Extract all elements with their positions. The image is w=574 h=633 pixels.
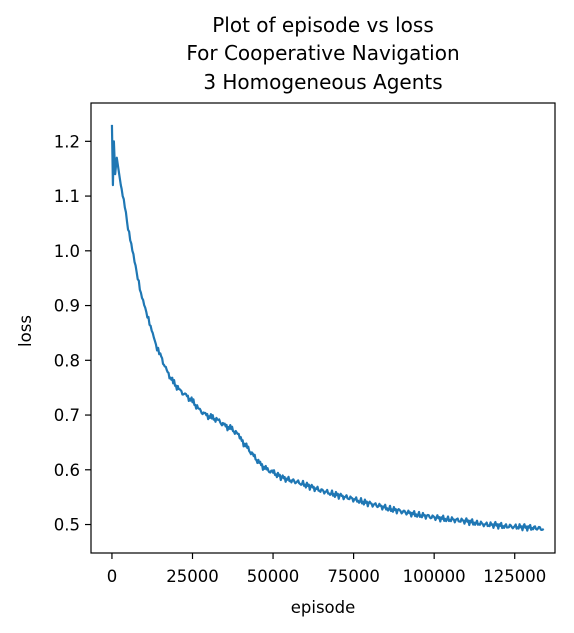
loss-series-line (110, 124, 545, 532)
chart-title-line-2: For Cooperative Navigation (186, 41, 459, 65)
y-tick-label: 1.0 (54, 242, 80, 261)
x-tick-label: 75000 (327, 567, 380, 586)
x-axis-label: episode (291, 598, 356, 617)
x-tick-label: 25000 (166, 567, 219, 586)
y-tick-label: 0.9 (54, 297, 80, 316)
x-tick-label: 50000 (247, 567, 300, 586)
y-tick-label: 0.8 (54, 351, 80, 370)
y-tick-label: 0.5 (54, 516, 80, 535)
chart-title-line-1: Plot of episode vs loss (212, 13, 434, 37)
x-tick-label: 100000 (403, 567, 466, 586)
y-tick-label: 1.1 (54, 187, 80, 206)
chart-title-line-3: 3 Homogeneous Agents (203, 70, 442, 94)
x-tick-label: 125000 (483, 567, 546, 586)
y-tick-label: 0.7 (54, 406, 80, 425)
x-tick-label: 0 (107, 567, 118, 586)
plot-frame (90, 102, 556, 554)
y-axis-label: loss (16, 315, 35, 347)
y-tick-label: 1.2 (54, 132, 80, 151)
y-tick-label: 0.6 (54, 461, 80, 480)
